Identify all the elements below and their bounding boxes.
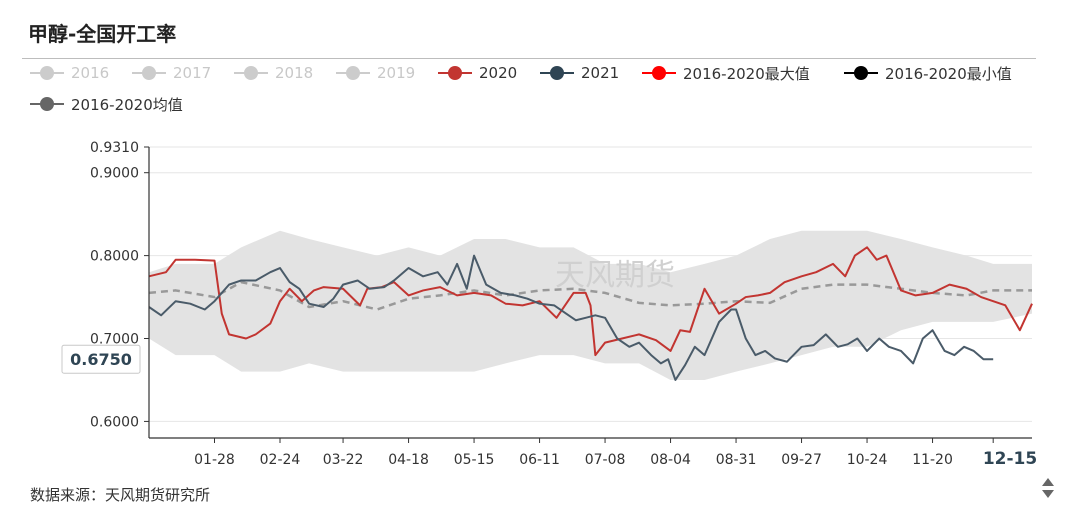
- x-tick-label: 09-27: [781, 452, 822, 468]
- legend-label: 2016-2020最小值: [885, 64, 1012, 83]
- series-line-2021: [148, 254, 994, 381]
- legend-label: 2017: [173, 64, 212, 82]
- x-tick-label: 04-18: [388, 452, 429, 468]
- x-tick-label: 11-20: [912, 452, 953, 468]
- chart-title: 甲醇-全国开工率: [28, 22, 177, 46]
- legend-label: 2016: [71, 64, 110, 82]
- legend-item-2016-2020最小值[interactable]: 2016-2020最小值: [844, 62, 1012, 84]
- series-line-2020: [148, 246, 1033, 357]
- x-tick-label: 02-24: [260, 452, 301, 468]
- legend-item-2020[interactable]: 2020: [438, 62, 517, 84]
- x-end-label: 12-15: [983, 449, 1037, 469]
- scroll-arrows-icon[interactable]: [1034, 474, 1062, 502]
- legend-item-2019[interactable]: 2019: [336, 62, 415, 84]
- legend-label: 2021: [581, 64, 620, 82]
- legend-label: 2019: [377, 64, 416, 82]
- watermark: 天风期货: [555, 258, 675, 293]
- legend-marker-icon: [642, 62, 676, 84]
- crosshair-value-box: [61, 344, 141, 374]
- x-tick-label: 01-28: [194, 452, 235, 468]
- legend-label: 2018: [275, 64, 314, 82]
- data-source-footer: 数据来源：天风期货研究所: [30, 486, 211, 504]
- x-tick-label: 07-08: [585, 452, 626, 468]
- x-tick-label: 10-24: [847, 452, 888, 468]
- legend-marker-icon: [540, 62, 574, 84]
- x-tick-label: 03-22: [323, 452, 364, 468]
- legend-item-2016[interactable]: 2016: [30, 62, 109, 84]
- legend-marker-icon: [132, 62, 166, 84]
- legend-item-2018[interactable]: 2018: [234, 62, 313, 84]
- y-tick-label: 0.7000: [90, 332, 139, 348]
- legend-marker-icon: [30, 93, 64, 115]
- x-tick-label: 08-04: [650, 452, 691, 468]
- legend-marker-icon: [844, 62, 878, 84]
- crosshair-value-label: 0.6750: [70, 350, 132, 369]
- y-top-label: 0.9310: [90, 140, 139, 156]
- x-tick-label: 06-11: [519, 452, 560, 468]
- legend-item-2017[interactable]: 2017: [132, 62, 211, 84]
- legend-marker-icon: [336, 62, 370, 84]
- legend-label: 2016-2020均值: [71, 95, 183, 114]
- legend-item-2016-2020均值[interactable]: 2016-2020均值: [30, 93, 183, 115]
- legend-marker-icon: [234, 62, 268, 84]
- legend-item-2016-2020最大值[interactable]: 2016-2020最大值: [642, 62, 810, 84]
- y-tick-label: 0.9000: [90, 166, 139, 182]
- legend-item-2021[interactable]: 2021: [540, 62, 619, 84]
- y-tick-label: 0.8000: [90, 249, 139, 265]
- legend-label: 2020: [479, 64, 518, 82]
- legend-label: 2016-2020最大值: [683, 64, 810, 83]
- x-tick-label: 05-15: [454, 452, 495, 468]
- legend-marker-icon: [30, 62, 64, 84]
- y-tick-label: 0.6000: [90, 414, 139, 430]
- title-divider: [22, 58, 1036, 59]
- legend-marker-icon: [438, 62, 472, 84]
- x-tick-label: 08-31: [716, 452, 757, 468]
